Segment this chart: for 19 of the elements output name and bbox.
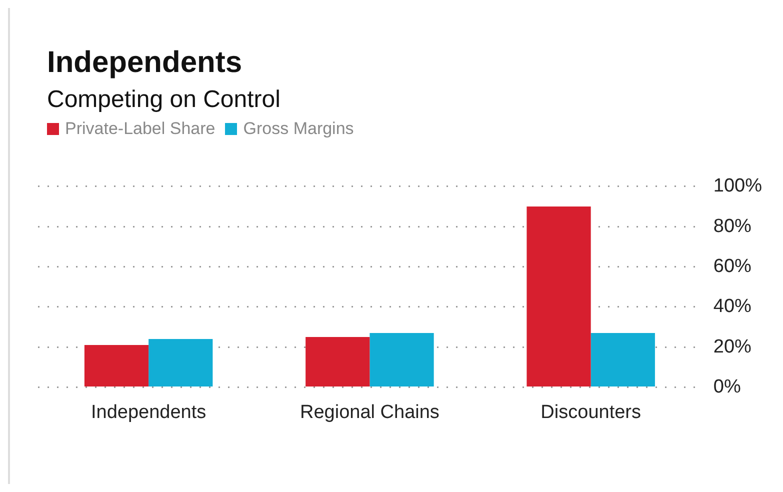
y-tick-label: 100% — [713, 176, 762, 197]
x-tick-label: Regional Chains — [300, 402, 440, 423]
bar — [526, 206, 591, 386]
x-tick-label: Independents — [90, 402, 206, 423]
bar — [370, 332, 434, 386]
legend-label: Private-Label Share — [65, 119, 216, 139]
chart-title: Independents — [47, 46, 242, 80]
y-tick-label: 0% — [713, 376, 741, 398]
y-tick-label: 60% — [713, 256, 752, 277]
bar — [84, 345, 149, 386]
bar — [590, 332, 655, 386]
bar — [306, 337, 370, 386]
legend-label: Gross Margins — [243, 119, 354, 139]
y-tick-label: 40% — [713, 296, 752, 318]
bar — [148, 339, 213, 386]
y-tick-label: 80% — [713, 216, 752, 237]
chart-subtitle: Competing on Control — [47, 86, 280, 114]
x-tick-label: Discounters — [540, 402, 641, 423]
y-tick-label: 20% — [713, 336, 752, 358]
